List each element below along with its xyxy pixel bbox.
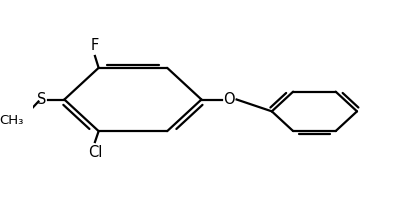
Text: Cl: Cl <box>88 145 102 160</box>
Text: O: O <box>223 92 235 107</box>
Text: F: F <box>91 38 99 53</box>
Text: CH₃: CH₃ <box>0 114 24 127</box>
Text: S: S <box>38 92 47 107</box>
